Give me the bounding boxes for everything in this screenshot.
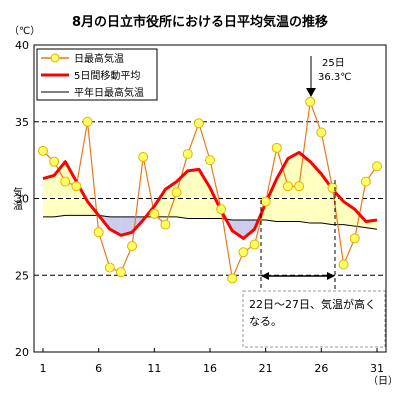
y-tick-label: 35 (15, 116, 29, 129)
max-point (38, 145, 48, 156)
max-point (282, 181, 293, 192)
range-arrow-right (327, 272, 335, 280)
legend-item-normal: 平年日最高気温 (41, 86, 144, 99)
max-point (294, 181, 305, 192)
max-point (104, 262, 115, 273)
max-point (327, 182, 338, 193)
y-axis-label-2: 温 (13, 200, 23, 212)
max-point (249, 239, 260, 250)
x-unit-label: （日） (368, 375, 398, 387)
fill-areas (43, 152, 377, 239)
fill-below-normal (243, 219, 255, 239)
x-tick-label: 1 (40, 362, 47, 375)
legend-item-max: 日最高気温 (41, 52, 124, 65)
fill-above-normal (187, 169, 199, 219)
fill-above-normal (287, 152, 300, 222)
note-box (242, 290, 386, 348)
max-point (260, 196, 271, 207)
max-point (305, 96, 316, 107)
peak-day-label: 25日 (322, 58, 345, 69)
max-point (49, 156, 60, 167)
max-point (360, 176, 371, 187)
max-point (138, 152, 149, 163)
max-point (338, 259, 349, 270)
max-point (238, 247, 249, 258)
max-point (205, 155, 215, 166)
max-point (93, 227, 104, 238)
fill-above-normal (299, 152, 311, 224)
max-point (82, 116, 93, 127)
max-point (349, 233, 360, 244)
peak-value-label: 36.3℃ (318, 72, 352, 83)
max-point (372, 161, 382, 172)
legend-max-marker (50, 53, 60, 63)
fill-above-normal (65, 161, 77, 216)
max-point (182, 148, 193, 159)
x-tick-label: 26 (314, 362, 328, 375)
fill-above-normal (310, 161, 322, 224)
y-tick-label: 20 (15, 346, 29, 359)
legend-item-ma: 5日間移動平均 (41, 69, 140, 82)
fill-above-normal (43, 175, 55, 217)
max-point (316, 127, 327, 138)
fill-below-normal (232, 219, 244, 239)
legend-ma-label: 5日間移動平均 (74, 69, 140, 82)
max-point (60, 176, 71, 187)
max-point (160, 219, 171, 230)
grid-lines (34, 121, 386, 276)
max-point (216, 204, 227, 215)
y-tick-label: 40 (15, 39, 29, 52)
note-line-1: 22日～27日、気温が高く (249, 297, 376, 311)
y-axis-label-1: 気 (13, 186, 23, 199)
x-tick-label: 6 (95, 362, 102, 375)
x-tick-label: 11 (147, 362, 161, 375)
fill-above-normal (198, 169, 210, 219)
max-point (271, 142, 282, 153)
y-tick-label: 25 (15, 269, 29, 282)
chart-title: 8月の日立市役所における日平均気温の推移 (72, 14, 328, 30)
series-ma-line (42, 150, 378, 240)
legend-normal-label: 平年日最高気温 (74, 86, 144, 99)
fill-below-normal (109, 216, 121, 236)
max-point (171, 187, 182, 198)
x-tick-label: 21 (259, 362, 273, 375)
series-layer (38, 96, 382, 284)
peak-arrow-head (306, 88, 316, 97)
range-arrow-left (261, 272, 269, 280)
max-point (193, 118, 204, 129)
y-tick-label: 30 (15, 193, 29, 206)
y-unit-label: （℃） (9, 25, 40, 37)
max-point (227, 273, 238, 284)
note-line-2: なる。 (249, 315, 282, 328)
fill-below-normal (120, 216, 133, 236)
y-ticks: 20 25 30 35 40 (15, 39, 29, 359)
legend-max-label: 日最高気温 (74, 52, 124, 65)
fill-above-normal (265, 178, 277, 222)
max-point (71, 181, 82, 192)
max-point (149, 208, 160, 219)
max-point (115, 267, 126, 278)
max-point (127, 241, 138, 252)
x-ticks: 1 6 11 16 21 26 31 (40, 348, 384, 375)
x-tick-label: 16 (203, 362, 217, 375)
x-tick-label: 31 (370, 362, 384, 375)
